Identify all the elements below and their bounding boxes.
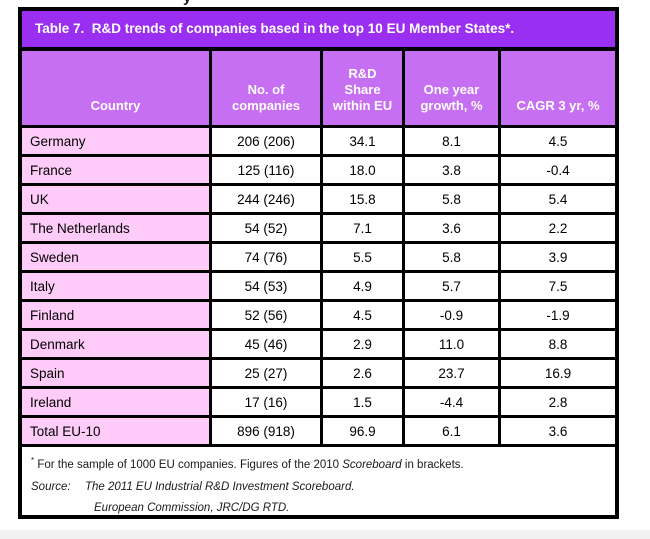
value-cell: 125 (116) xyxy=(209,157,320,183)
country-cell: Germany xyxy=(22,128,209,154)
value-cell: 2.2 xyxy=(498,215,615,241)
column-header: One year growth, % xyxy=(402,51,498,125)
value-cell: 18.0 xyxy=(320,157,402,183)
value-cell: 2.9 xyxy=(320,331,402,357)
country-cell: Sweden xyxy=(22,244,209,270)
value-cell: 4.9 xyxy=(320,273,402,299)
table-row: Germany 206 (206) 34.1 8.1 4.5 xyxy=(22,128,615,157)
country-cell: Total EU-10 xyxy=(22,418,209,444)
rd-trends-table: Table 7. R&D trends of companies based i… xyxy=(18,7,619,519)
column-header: CAGR 3 yr, % xyxy=(498,51,615,125)
value-cell: -1.9 xyxy=(498,302,615,328)
value-cell: 7.5 xyxy=(498,273,615,299)
column-header: R&D Share within EU xyxy=(320,51,402,125)
value-cell: -0.4 xyxy=(498,157,615,183)
value-cell: 5.7 xyxy=(402,273,498,299)
value-cell: 25 (27) xyxy=(209,360,320,386)
country-cell: Denmark xyxy=(22,331,209,357)
value-cell: 6.1 xyxy=(402,418,498,444)
table-row: Ireland 17 (16) 1.5 -4.4 2.8 xyxy=(22,389,615,418)
value-cell: 3.6 xyxy=(498,418,615,444)
country-cell: Ireland xyxy=(22,389,209,415)
country-cell: Italy xyxy=(22,273,209,299)
source-text: The 2011 EU Industrial R&D Investment Sc… xyxy=(85,480,355,493)
footnote-suffix: in brackets. xyxy=(401,458,464,471)
country-cell: UK xyxy=(22,186,209,212)
value-cell: 5.8 xyxy=(402,244,498,270)
value-cell: 8.1 xyxy=(402,128,498,154)
footnote: * For the sample of 1000 EU companies. F… xyxy=(31,456,605,471)
table-footer: * For the sample of 1000 EU companies. F… xyxy=(22,447,615,515)
table-row: Sweden 74 (76) 5.5 5.8 3.9 xyxy=(22,244,615,273)
table-row: France 125 (116) 18.0 3.8 -0.4 xyxy=(22,157,615,186)
source-line2: European Commission, JRC/DG RTD. xyxy=(94,501,290,514)
column-header: Country xyxy=(90,98,141,113)
country-cell: Finland xyxy=(22,302,209,328)
country-cell: Spain xyxy=(22,360,209,386)
table-header-row: Country No. of companies R&D Share within … xyxy=(22,51,615,128)
footnote-italic-word: Scoreboard xyxy=(342,458,402,471)
value-cell: 3.6 xyxy=(402,215,498,241)
value-cell: 54 (53) xyxy=(209,273,320,299)
value-cell: 15.8 xyxy=(320,186,402,212)
value-cell: 74 (76) xyxy=(209,244,320,270)
table-row: Finland 52 (56) 4.5 -0.9 -1.9 xyxy=(22,302,615,331)
table-row: The Netherlands 54 (52) 7.1 3.6 2.2 xyxy=(22,215,615,244)
page-edge-strip xyxy=(0,530,650,539)
value-cell: 5.8 xyxy=(402,186,498,212)
table-row: Spain 25 (27) 2.6 23.7 16.9 xyxy=(22,360,615,389)
value-cell: 52 (56) xyxy=(209,302,320,328)
country-cell: France xyxy=(22,157,209,183)
value-cell: 7.1 xyxy=(320,215,402,241)
value-cell: -4.4 xyxy=(402,389,498,415)
value-cell: 2.8 xyxy=(498,389,615,415)
value-cell: 96.9 xyxy=(320,418,402,444)
cropped-text-fragment: y xyxy=(183,0,191,6)
value-cell: 17 (16) xyxy=(209,389,320,415)
table-row: Total EU-10 896 (918) 96.9 6.1 3.6 xyxy=(22,418,615,447)
value-cell: -0.9 xyxy=(402,302,498,328)
value-cell: 5.5 xyxy=(320,244,402,270)
source-label: Source: xyxy=(31,480,71,493)
value-cell: 34.1 xyxy=(320,128,402,154)
value-cell: 3.8 xyxy=(402,157,498,183)
footnote-text: For the sample of 1000 EU companies. Fig… xyxy=(34,458,343,471)
column-header: No. of companies xyxy=(209,51,320,125)
value-cell: 896 (918) xyxy=(209,418,320,444)
value-cell: 4.5 xyxy=(498,128,615,154)
table-body: Germany 206 (206) 34.1 8.1 4.5 France 125 (116… xyxy=(22,128,615,447)
table-row: UK 244 (246) 15.8 5.8 5.4 xyxy=(22,186,615,215)
value-cell: 8.8 xyxy=(498,331,615,357)
footnote-marker: * xyxy=(31,456,35,465)
value-cell: 11.0 xyxy=(402,331,498,357)
table-row: Italy 54 (53) 4.9 5.7 7.5 xyxy=(22,273,615,302)
table-row: Denmark 45 (46) 2.9 11.0 8.8 xyxy=(22,331,615,360)
source-row: Source: The 2011 EU Industrial R&D Inves… xyxy=(31,481,605,493)
value-cell: 1.5 xyxy=(320,389,402,415)
value-cell: 244 (246) xyxy=(209,186,320,212)
country-cell: The Netherlands xyxy=(22,215,209,241)
value-cell: 23.7 xyxy=(402,360,498,386)
value-cell: 5.4 xyxy=(498,186,615,212)
value-cell: 4.5 xyxy=(320,302,402,328)
value-cell: 2.6 xyxy=(320,360,402,386)
table-title: Table 7. R&D trends of companies based i… xyxy=(22,11,615,51)
value-cell: 206 (206) xyxy=(209,128,320,154)
value-cell: 45 (46) xyxy=(209,331,320,357)
value-cell: 16.9 xyxy=(498,360,615,386)
value-cell: 54 (52) xyxy=(209,215,320,241)
value-cell: 3.9 xyxy=(498,244,615,270)
